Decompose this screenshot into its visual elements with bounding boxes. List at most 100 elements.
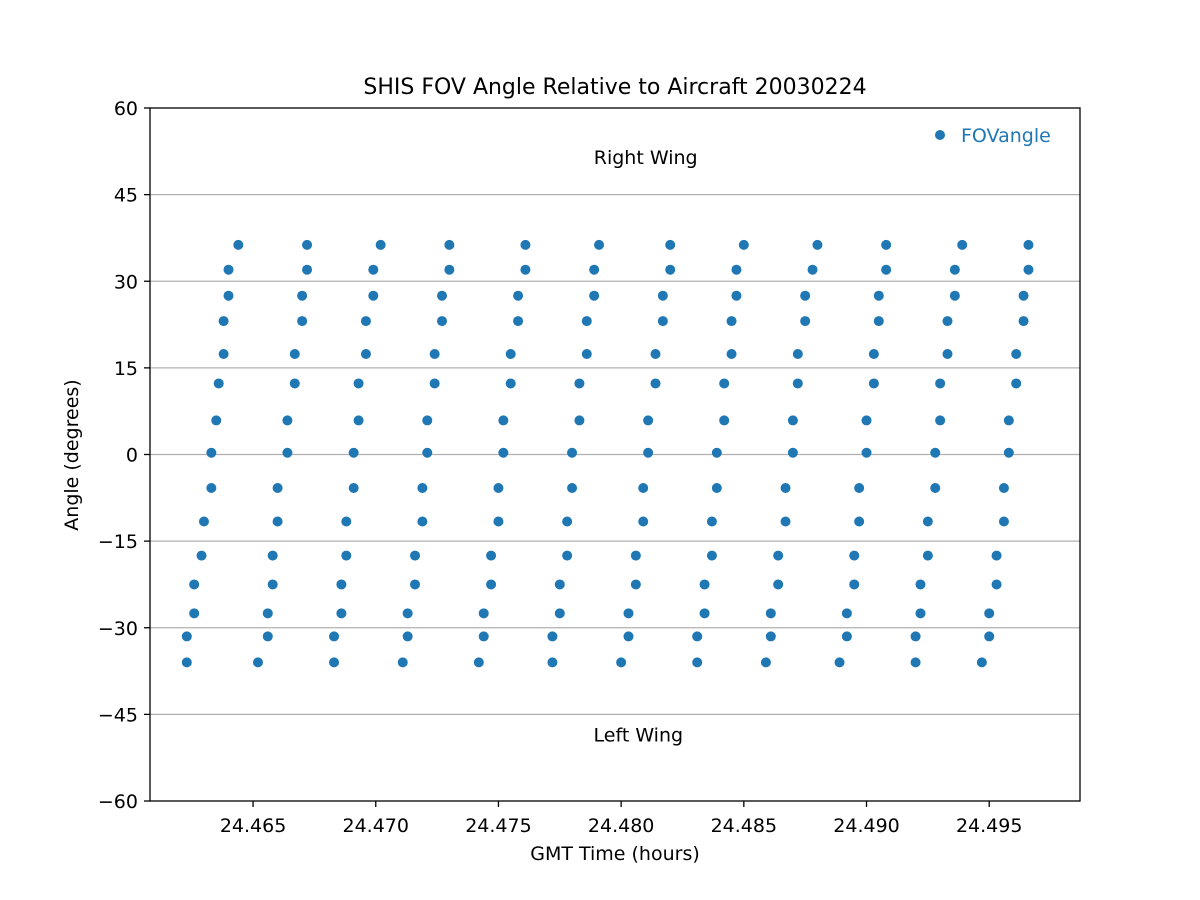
data-point: [486, 550, 497, 561]
data-point: [949, 290, 960, 301]
data-point: [1018, 290, 1029, 301]
data-point: [594, 239, 605, 250]
data-point: [773, 550, 784, 561]
data-point: [397, 657, 408, 668]
data-point: [189, 608, 200, 619]
data-point: [692, 631, 703, 642]
data-point: [336, 608, 347, 619]
data-point: [942, 349, 953, 360]
data-point: [478, 608, 489, 619]
data-point: [437, 290, 448, 301]
data-point: [787, 415, 798, 426]
data-point: [998, 482, 1009, 493]
data-point: [353, 378, 364, 389]
y-tick-label: −45: [98, 704, 138, 726]
data-point: [417, 482, 428, 493]
y-tick-label: 45: [114, 185, 138, 207]
data-point: [915, 608, 926, 619]
y-tick-label: −15: [98, 531, 138, 553]
data-point: [623, 631, 634, 642]
data-point: [341, 550, 352, 561]
data-point: [780, 516, 791, 527]
data-point: [731, 290, 742, 301]
data-point: [738, 239, 749, 250]
data-point: [297, 316, 308, 327]
data-point: [213, 378, 224, 389]
data-point: [360, 316, 371, 327]
data-point: [792, 378, 803, 389]
chart-title: SHIS FOV Angle Relative to Aircraft 2003…: [363, 75, 866, 100]
data-point: [873, 290, 884, 301]
data-point: [368, 290, 379, 301]
scatter-points: [181, 239, 1034, 668]
data-point: [800, 290, 811, 301]
data-point: [368, 264, 379, 275]
data-point: [223, 264, 234, 275]
data-point: [949, 264, 960, 275]
data-point: [942, 316, 953, 327]
y-tick-label: 60: [114, 98, 138, 120]
data-point: [574, 415, 585, 426]
y-axis-label: Angle (degrees): [61, 379, 83, 530]
data-point: [282, 415, 293, 426]
data-point: [623, 608, 634, 619]
data-point: [984, 631, 995, 642]
y-tick-label: −60: [98, 791, 138, 813]
data-point: [444, 239, 455, 250]
y-tick-label: 30: [114, 271, 138, 293]
x-axis-label: GMT Time (hours): [530, 843, 700, 865]
data-point: [297, 290, 308, 301]
data-point: [262, 608, 273, 619]
data-point: [562, 516, 573, 527]
y-tick-label: 0: [126, 445, 138, 467]
data-point: [233, 239, 244, 250]
data-point: [410, 579, 421, 590]
data-point: [638, 482, 649, 493]
data-point: [547, 657, 558, 668]
data-point: [657, 316, 668, 327]
data-point: [505, 349, 516, 360]
data-point: [881, 239, 892, 250]
data-point: [834, 657, 845, 668]
data-point: [336, 579, 347, 590]
data-point: [930, 482, 941, 493]
legend: FOVangle: [935, 125, 1051, 147]
data-point: [402, 631, 413, 642]
data-point: [198, 516, 209, 527]
data-point: [765, 631, 776, 642]
x-tick-label: 24.490: [833, 815, 899, 837]
data-point: [218, 349, 229, 360]
data-point: [513, 290, 524, 301]
data-point: [513, 316, 524, 327]
data-point: [1018, 316, 1029, 327]
data-point: [991, 579, 1002, 590]
x-tick-label: 24.465: [220, 815, 286, 837]
data-point: [699, 579, 710, 590]
data-point: [302, 239, 313, 250]
data-point: [868, 378, 879, 389]
y-axis-ticks: −60 −45 −30 −15 0 15 30 45 60: [98, 98, 150, 813]
data-point: [630, 550, 641, 561]
data-point: [841, 608, 852, 619]
data-point: [589, 290, 600, 301]
data-point: [765, 608, 776, 619]
annotation-label: Left Wing: [594, 725, 684, 747]
data-point: [800, 316, 811, 327]
data-point: [922, 516, 933, 527]
data-point: [760, 657, 771, 668]
data-point: [922, 550, 933, 561]
data-point: [353, 415, 364, 426]
data-point: [910, 631, 921, 642]
data-point: [616, 657, 627, 668]
data-point: [302, 264, 313, 275]
data-point: [1023, 239, 1034, 250]
data-point: [562, 550, 573, 561]
data-point: [574, 378, 585, 389]
data-point: [881, 264, 892, 275]
data-point: [854, 516, 865, 527]
data-point: [554, 579, 565, 590]
data-point: [520, 264, 531, 275]
data-point: [252, 657, 263, 668]
